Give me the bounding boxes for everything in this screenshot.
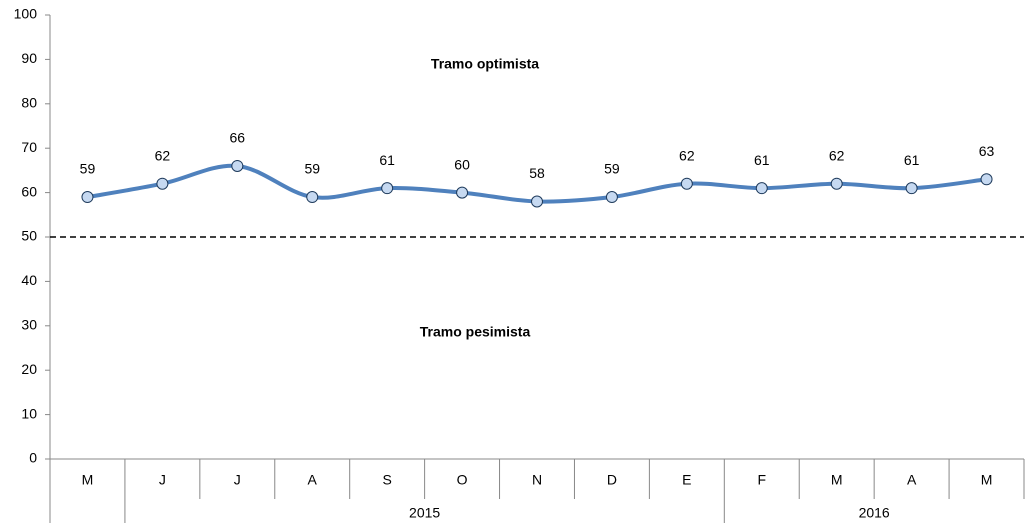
data-label: 62 <box>679 147 695 163</box>
data-label: 62 <box>829 147 845 163</box>
y-tick-label: 50 <box>21 228 37 244</box>
y-tick-label: 40 <box>21 272 37 288</box>
x-tick-label: A <box>308 472 318 488</box>
marker <box>680 177 693 190</box>
marker <box>905 182 918 195</box>
marker <box>755 182 768 195</box>
data-label: 62 <box>155 147 171 163</box>
data-label: 63 <box>979 143 995 159</box>
y-tick-label: 20 <box>21 361 37 377</box>
x-tick-label: M <box>831 472 843 488</box>
data-label: 61 <box>379 152 395 168</box>
y-tick-label: 70 <box>21 139 37 155</box>
marker <box>231 159 244 172</box>
y-tick-label: 0 <box>29 450 37 466</box>
data-label: 60 <box>454 156 470 172</box>
x-tick-label: J <box>234 472 241 488</box>
data-label: 61 <box>904 152 920 168</box>
x-tick-label: D <box>607 472 617 488</box>
x-tick-label: F <box>757 472 766 488</box>
y-tick-label: 30 <box>21 317 37 333</box>
x-group-label: 2015 <box>409 505 440 521</box>
y-tick-label: 80 <box>21 95 37 111</box>
x-tick-label: S <box>382 472 391 488</box>
data-label: 66 <box>230 130 246 146</box>
data-label: 59 <box>604 161 620 177</box>
annotation: Tramo optimista <box>431 56 539 72</box>
y-tick-label: 10 <box>21 405 37 421</box>
x-tick-label: M <box>981 472 993 488</box>
marker <box>830 177 843 190</box>
data-label: 58 <box>529 165 545 181</box>
marker <box>531 195 543 208</box>
marker <box>980 173 993 186</box>
y-tick-label: 100 <box>14 6 38 22</box>
marker <box>306 191 319 204</box>
x-group-label: 2016 <box>859 505 890 521</box>
marker <box>156 177 169 190</box>
y-tick-label: 90 <box>21 50 37 66</box>
x-tick-label: M <box>82 472 94 488</box>
marker <box>605 191 618 204</box>
x-tick-label: N <box>532 472 542 488</box>
data-label: 59 <box>304 161 320 177</box>
x-tick-label: J <box>159 472 166 488</box>
data-label: 61 <box>754 152 770 168</box>
y-tick-label: 60 <box>21 183 37 199</box>
marker <box>456 186 469 199</box>
marker <box>381 182 394 195</box>
annotation: Tramo pesimista <box>420 324 531 340</box>
x-tick-label: A <box>907 472 917 488</box>
marker <box>81 191 94 204</box>
x-tick-label: E <box>682 472 691 488</box>
data-label: 59 <box>80 161 96 177</box>
x-tick-label: O <box>457 472 468 488</box>
